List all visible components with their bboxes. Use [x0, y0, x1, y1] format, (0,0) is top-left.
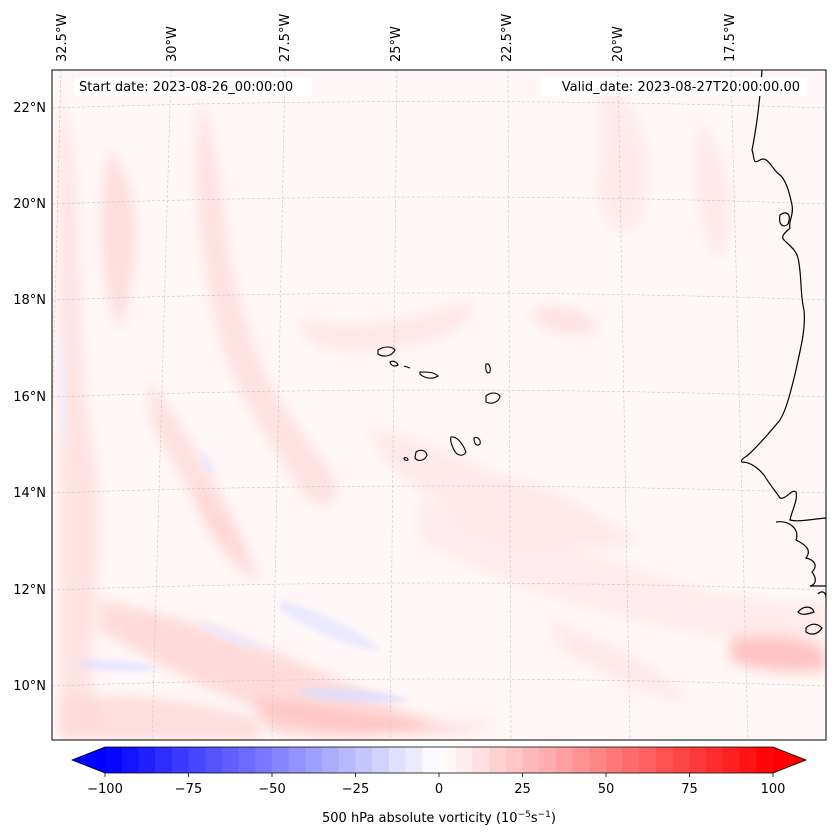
start-date-label: Start date: 2023-08-26_00:00:00 [79, 80, 293, 95]
colorbar-segment [205, 747, 223, 773]
colorbar-tick-label: −50 [258, 782, 285, 797]
colorbar-segment [555, 747, 574, 773]
colorbar-segment [639, 747, 657, 773]
colorbar-high-extend [773, 747, 806, 773]
colorbar-segment [422, 747, 440, 773]
colorbar-tick-label: 50 [598, 782, 615, 797]
colorbar-segment [589, 747, 607, 773]
colorbar-segment [338, 747, 357, 773]
coastline [740, 70, 826, 635]
colorbar-segment [372, 747, 390, 773]
colorbar-segment [606, 747, 624, 773]
lat-label: 18°N [13, 293, 46, 308]
colorbar-tick-label: −100 [87, 782, 123, 797]
lat-label: 14°N [13, 486, 46, 501]
graticule [52, 70, 826, 740]
colorbar-segment [489, 747, 507, 773]
lon-label: 27.5°W [278, 14, 293, 62]
colorbar-low-extend [72, 747, 105, 773]
colorbar-segment [439, 747, 457, 773]
colorbar-segment [288, 747, 306, 773]
lat-label: 10°N [13, 679, 46, 694]
colorbar-segment [472, 747, 490, 773]
lon-label: 30°W [165, 26, 180, 62]
lon-label: 22.5°W [500, 14, 515, 62]
colorbar-segment [656, 747, 674, 773]
start-date-box [74, 77, 312, 96]
colorbar-segment [388, 747, 407, 773]
colorbar-segment [238, 747, 256, 773]
colorbar-segment [305, 747, 323, 773]
longitude-labels: 32.5°W 30°W 27.5°W 25°W 22.5°W 20°W 17.5… [55, 14, 738, 62]
lat-label: 20°N [13, 197, 46, 212]
map-frame [51, 69, 827, 741]
valid-date-label: Valid_date: 2023-08-27T20:00:00.00 [562, 80, 800, 95]
colorbar-segment [121, 747, 139, 773]
valid-date-box [541, 77, 807, 96]
colorbar-segment [622, 747, 640, 773]
colorbar-segment [455, 747, 473, 773]
colorbar-segment [355, 747, 373, 773]
colorbar-segment [522, 747, 540, 773]
colorbar-label: 500 hPa absolute vorticity (10−5s−1) [322, 810, 556, 826]
colorbar-tick-label: −25 [342, 782, 369, 797]
colorbar-tick-label: 75 [681, 782, 698, 797]
colorbar: −100 −75 −50 −25 0 25 50 75 100 500 hPa absolute… [70, 746, 808, 826]
lon-label: 32.5°W [55, 14, 70, 62]
colorbar-segment [672, 747, 691, 773]
colorbar-segment [739, 747, 757, 773]
colorbar-segment [105, 747, 123, 773]
colorbar-segment [171, 747, 190, 773]
colorbar-segment [706, 747, 724, 773]
lon-label: 25°W [389, 26, 404, 62]
colorbar-segment [188, 747, 206, 773]
colorbar-segment [322, 747, 340, 773]
lat-label: 12°N [13, 583, 46, 598]
lon-label: 20°W [611, 26, 626, 62]
colorbar-segment [505, 747, 524, 773]
colorbar-segment [221, 747, 240, 773]
latitude-labels: 22°N 20°N 18°N 16°N 14°N 12°N 10°N [13, 101, 46, 694]
negative-vorticity [58, 320, 410, 703]
colorbar-segment [572, 747, 590, 773]
colorbar-segment [539, 747, 557, 773]
africa-coast [740, 70, 826, 522]
colorbar-tick-label: 25 [514, 782, 531, 797]
colorbar-tick-label: 100 [761, 782, 786, 797]
colorbar-segment [689, 747, 707, 773]
map-panel [52, 70, 826, 740]
islands [377, 346, 501, 461]
colorbar-segments [105, 747, 774, 773]
colorbar-segment [272, 747, 290, 773]
lon-label: 17.5°W [723, 14, 738, 62]
colorbar-segment [405, 747, 423, 773]
colorbar-segment [155, 747, 173, 773]
colorbar-segment [756, 747, 774, 773]
lat-label: 16°N [13, 390, 46, 405]
colorbar-tick-label: 0 [435, 782, 443, 797]
colorbar-ticks: −100 −75 −50 −25 0 25 50 75 100 [87, 773, 785, 797]
vorticity-field [60, 80, 826, 740]
colorbar-segment [722, 747, 741, 773]
colorbar-tick-label: −75 [175, 782, 202, 797]
colorbar-segment [255, 747, 273, 773]
colorbar-segment [138, 747, 156, 773]
lat-label: 22°N [13, 101, 46, 116]
